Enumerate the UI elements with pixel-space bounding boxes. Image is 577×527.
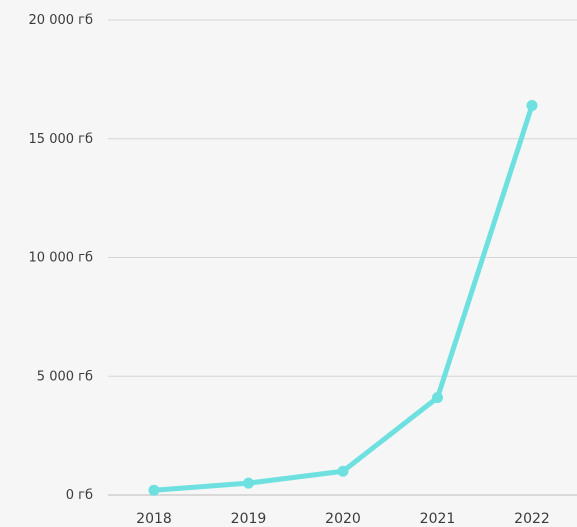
data-point[interactable] <box>526 100 538 111</box>
x-axis-ticks: 2018 2019 2020 2021 2022 <box>136 511 550 527</box>
x-tick-label: 2020 <box>325 511 361 527</box>
x-tick-label: 2021 <box>420 511 456 527</box>
data-point[interactable] <box>243 477 254 489</box>
y-tick-label: 0 гб <box>66 488 93 503</box>
x-tick-label: 2018 <box>136 511 172 527</box>
x-tick-label: 2022 <box>514 511 550 527</box>
y-tick-label: 10 000 гб <box>29 251 93 266</box>
y-axis-ticks: 0 гб 5 000 гб 10 000 гб 15 000 гб 20 000 гб <box>29 13 93 503</box>
data-point[interactable] <box>148 484 160 496</box>
series-line <box>151 103 535 493</box>
y-tick-label: 15 000 гб <box>29 132 93 147</box>
y-tick-label: 5 000 гб <box>37 369 93 384</box>
grid-lines <box>108 19 577 496</box>
y-tick-label: 20 000 гб <box>29 13 93 28</box>
series-layer <box>148 100 538 496</box>
data-point[interactable] <box>432 392 443 404</box>
x-tick-label: 2019 <box>231 511 267 527</box>
data-point[interactable] <box>337 465 349 477</box>
